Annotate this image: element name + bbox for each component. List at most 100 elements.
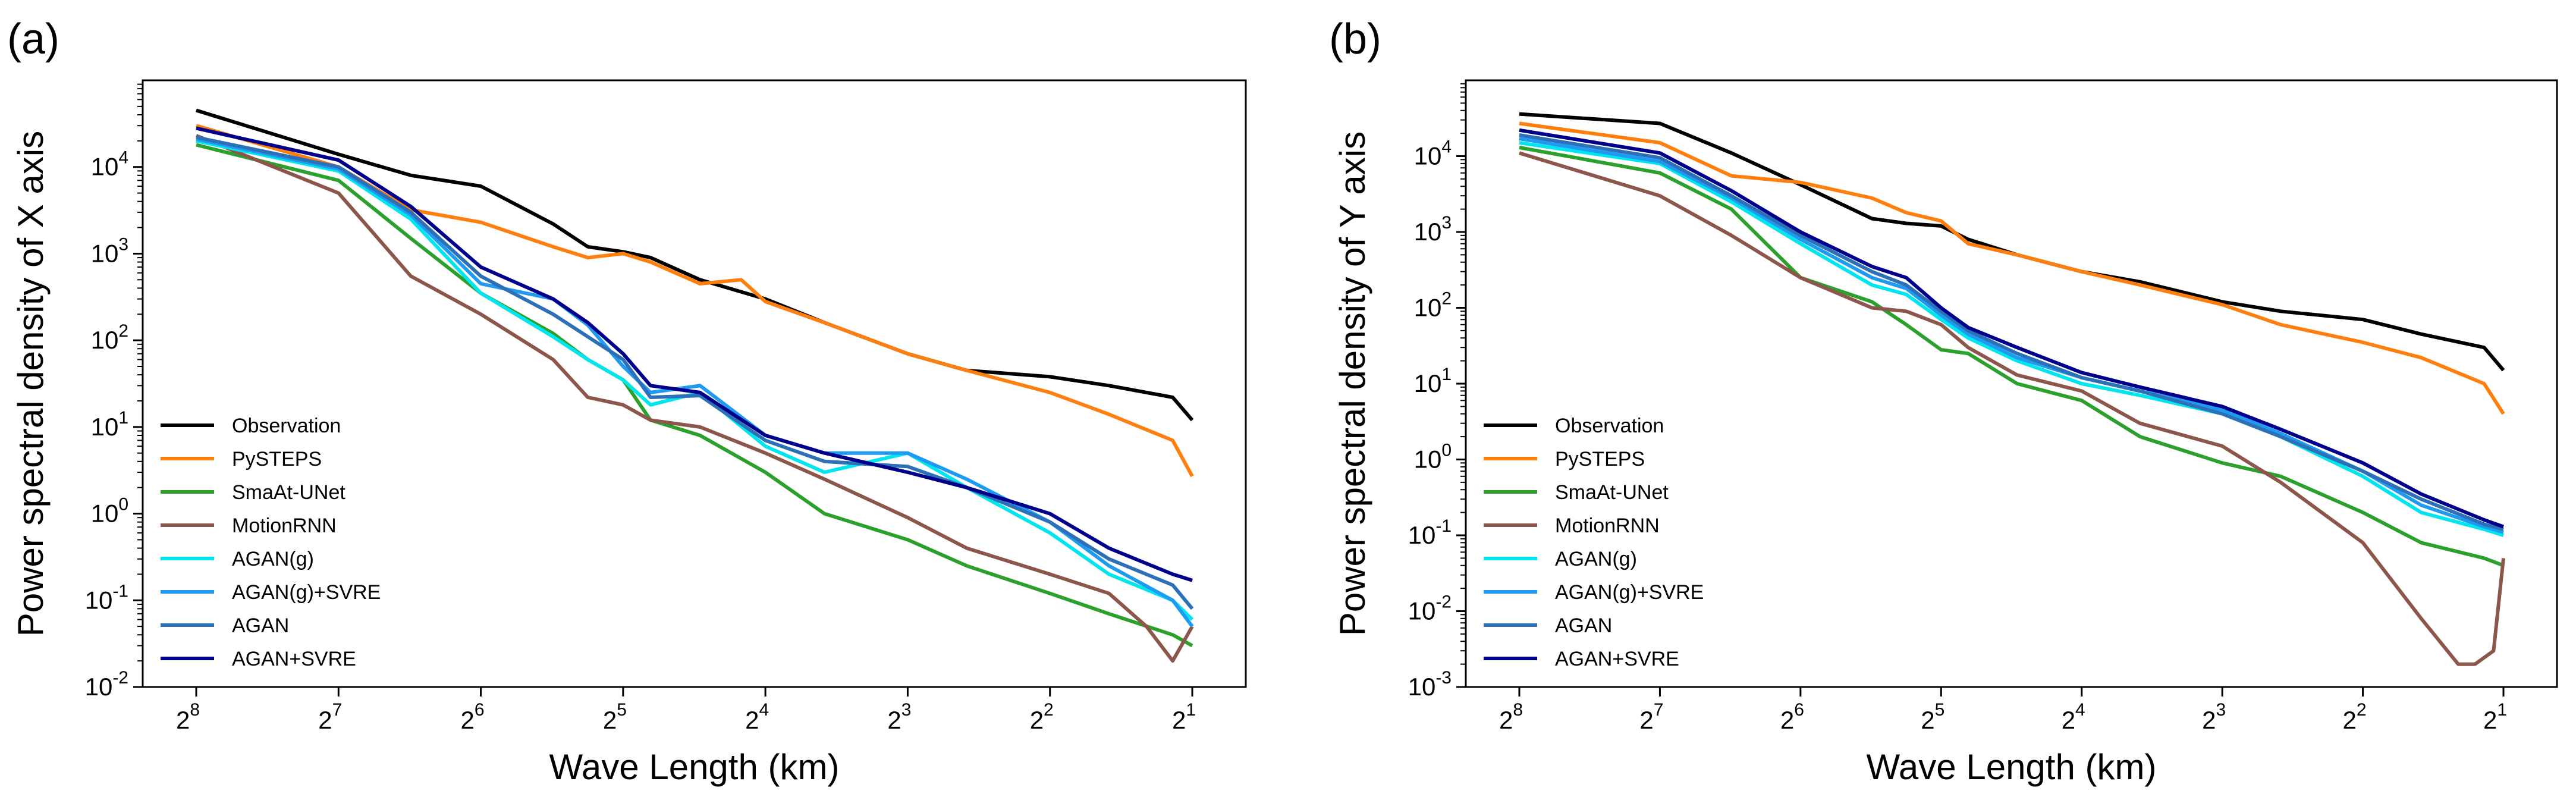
legend-label: Observation xyxy=(232,415,341,437)
y-tick-exp: 3 xyxy=(1441,213,1452,233)
plot-frame xyxy=(142,79,1247,688)
x-tick-base: 2 xyxy=(461,706,475,734)
x-tick-exp: 7 xyxy=(332,700,343,720)
series-line-smaat-unet xyxy=(196,143,1193,648)
x-tick-label: 28 xyxy=(1499,700,1523,734)
y-tick-label: 10-2 xyxy=(1408,592,1452,625)
series-group xyxy=(195,108,1194,663)
legend-label: AGAN(g) xyxy=(1555,548,1637,570)
series-line-agan-svre xyxy=(1519,128,2505,529)
y-tick-base: 10 xyxy=(1414,218,1442,246)
x-tick-base: 2 xyxy=(603,706,617,734)
y-tick-base: 10 xyxy=(91,326,119,354)
x-tick-label: 21 xyxy=(1172,700,1196,734)
x-tick-exp: 3 xyxy=(2216,700,2226,720)
x-tick-exp: 1 xyxy=(2497,700,2507,720)
series-line-agan xyxy=(196,135,1194,610)
x-tick-exp: 6 xyxy=(1794,700,1804,720)
y-tick-exp: 3 xyxy=(118,234,128,254)
y-tick-base: 10 xyxy=(91,153,119,181)
y-tick-label: 100 xyxy=(91,495,128,528)
y-tick-base: 10 xyxy=(1414,446,1442,473)
y-tick-label: 103 xyxy=(1414,213,1452,246)
x-tick-label: 21 xyxy=(2483,700,2507,734)
x-tick-exp: 7 xyxy=(1654,700,1664,720)
y-tick-base: 10 xyxy=(1408,673,1436,701)
y-tick-exp: 2 xyxy=(1441,289,1452,309)
y-tick-base: 10 xyxy=(1408,521,1436,549)
y-tick-exp: -3 xyxy=(1435,668,1452,688)
x-tick-label: 25 xyxy=(1921,700,1944,734)
y-tick-exp: 0 xyxy=(1441,441,1452,460)
y-tick-label: 101 xyxy=(1414,365,1452,397)
legend-label: AGAN+SVRE xyxy=(1555,648,1679,670)
series-line-agan-svre xyxy=(196,126,1193,582)
x-tick-base: 2 xyxy=(1921,706,1934,734)
y-tick-exp: -2 xyxy=(1435,592,1452,612)
x-tick-label: 22 xyxy=(1030,700,1054,734)
y-tick-exp: -1 xyxy=(1435,516,1452,536)
y-tick-exp: 4 xyxy=(118,148,128,168)
x-tick-base: 2 xyxy=(1639,706,1653,734)
legend-label: MotionRNN xyxy=(1555,514,1660,537)
y-tick-exp: -2 xyxy=(112,668,128,688)
series-line-agan-g xyxy=(196,139,1194,621)
legend-label: PySTEPS xyxy=(232,448,322,470)
x-tick-exp: 2 xyxy=(1044,700,1054,720)
legend-label: AGAN(g) xyxy=(232,548,314,570)
y-tick-exp: -1 xyxy=(112,581,128,601)
x-tick-base: 2 xyxy=(2483,706,2497,734)
x-tick-label: 24 xyxy=(745,700,769,734)
y-tick-label: 102 xyxy=(91,321,128,354)
x-tick-label: 23 xyxy=(887,700,911,734)
x-tick-base: 2 xyxy=(2062,706,2075,734)
series-line-agan-g-svre xyxy=(196,137,1194,628)
legend-label: PySTEPS xyxy=(1555,448,1645,470)
y-tick-label: 10-1 xyxy=(85,581,128,614)
y-tick-exp: 0 xyxy=(118,495,128,514)
y-tick-base: 10 xyxy=(91,413,119,441)
x-tick-exp: 5 xyxy=(617,700,627,720)
y-tick-label: 104 xyxy=(1414,137,1452,170)
y-tick-label: 10-1 xyxy=(1408,516,1452,549)
series-line-observation xyxy=(1519,112,2505,372)
x-tick-exp: 4 xyxy=(759,700,769,720)
x-tick-exp: 6 xyxy=(475,700,485,720)
series-line-pysteps xyxy=(1519,121,2505,415)
panel-label: (a) xyxy=(7,15,59,63)
x-tick-base: 2 xyxy=(176,706,190,734)
x-tick-label: 28 xyxy=(176,700,200,734)
x-tick-exp: 3 xyxy=(901,700,912,720)
panel-label: (b) xyxy=(1329,15,1381,63)
y-tick-base: 10 xyxy=(91,239,119,267)
y-tick-label: 104 xyxy=(91,148,128,181)
x-tick-base: 2 xyxy=(887,706,901,734)
series-line-motionrnn xyxy=(195,134,1194,663)
y-axis-label: Power spectral density of Y axis xyxy=(1333,131,1372,636)
x-tick-base: 2 xyxy=(1780,706,1794,734)
legend-label: SmaAt-UNet xyxy=(232,481,345,504)
series-line-pysteps xyxy=(196,124,1194,478)
series-line-motionrnn xyxy=(1519,151,2505,666)
legend: Observation PySTEPS SmaAt-UNet MotionRNN AGA… xyxy=(1484,415,1704,670)
y-tick-label: 10-3 xyxy=(1408,668,1452,701)
legend-label: MotionRNN xyxy=(232,514,337,537)
x-tick-label: 22 xyxy=(2343,700,2367,734)
x-tick-label: 24 xyxy=(2062,700,2085,734)
legend-label: SmaAt-UNet xyxy=(1555,481,1669,504)
x-tick-base: 2 xyxy=(318,706,332,734)
x-tick-exp: 5 xyxy=(1935,700,1945,720)
y-tick-exp: 1 xyxy=(118,408,128,428)
x-tick-base: 2 xyxy=(1030,706,1044,734)
x-tick-exp: 2 xyxy=(2357,700,2367,720)
y-tick-exp: 4 xyxy=(1441,137,1452,157)
series-line-observation xyxy=(196,108,1194,422)
y-tick-base: 10 xyxy=(85,586,113,614)
y-tick-exp: 1 xyxy=(1441,365,1452,384)
y-tick-label: 10-2 xyxy=(85,668,128,701)
y-axis-label: Power spectral density of X axis xyxy=(11,131,51,636)
y-tick-base: 10 xyxy=(1414,294,1442,322)
x-tick-base: 2 xyxy=(1499,706,1513,734)
legend-label: AGAN xyxy=(1555,614,1612,637)
